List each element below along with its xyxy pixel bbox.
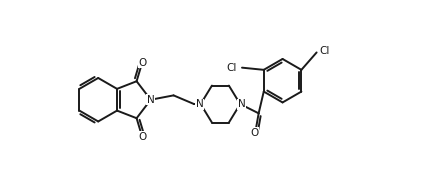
Text: N: N — [238, 99, 245, 109]
Text: Cl: Cl — [319, 46, 329, 56]
Text: N: N — [147, 95, 155, 105]
Text: O: O — [139, 132, 147, 142]
Text: Cl: Cl — [227, 63, 237, 73]
Text: O: O — [250, 128, 258, 138]
Text: O: O — [139, 58, 147, 68]
Text: N: N — [195, 99, 203, 109]
